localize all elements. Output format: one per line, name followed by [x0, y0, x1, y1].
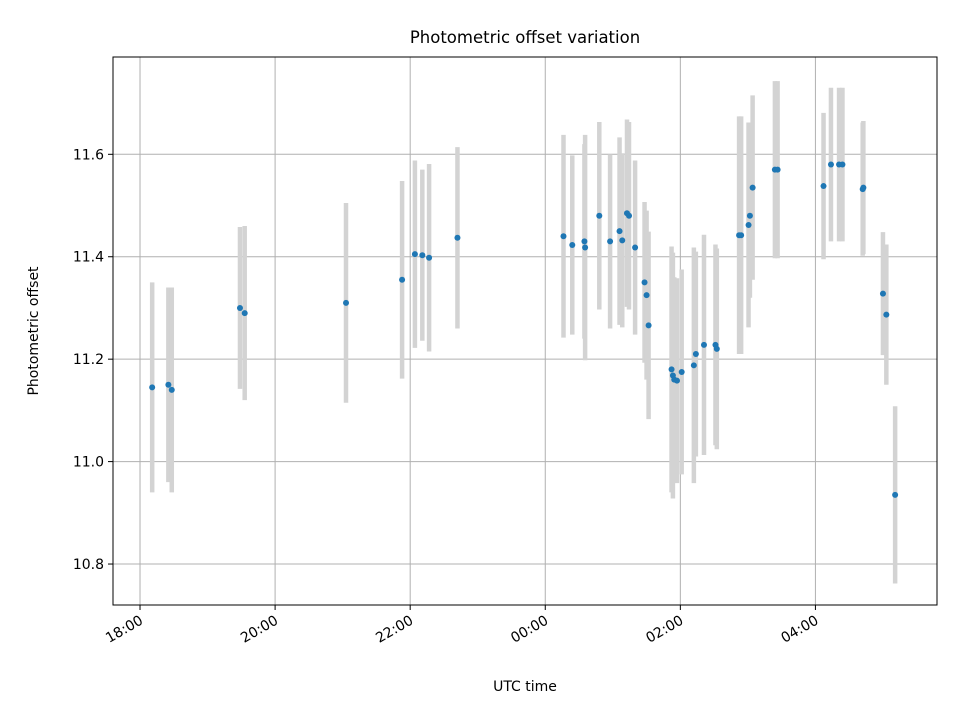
data-point	[820, 183, 827, 190]
data-point	[399, 276, 406, 283]
x-axis-label: UTC time	[493, 679, 557, 695]
y-axis-label: Photometric offset	[26, 266, 42, 396]
data-point	[827, 161, 834, 168]
data-point	[678, 368, 685, 375]
y-tick-label: 10.8	[73, 557, 104, 573]
y-tick-label: 11.2	[73, 352, 104, 368]
data-point	[149, 384, 156, 391]
y-tick-label: 11.4	[73, 250, 104, 266]
data-point	[581, 238, 588, 245]
data-point	[738, 232, 745, 239]
plot-area-frame	[112, 56, 938, 606]
data-point	[619, 237, 626, 244]
data-point	[879, 290, 886, 297]
data-point	[839, 161, 846, 168]
data-point	[690, 362, 697, 369]
data-point	[236, 304, 243, 311]
data-point	[745, 221, 752, 228]
y-axis-ticks: 10.8 11.0 11.2 11.4 11.6	[73, 147, 113, 573]
data-point	[626, 212, 633, 219]
data-point	[241, 310, 248, 317]
data-point	[607, 238, 614, 245]
y-tick-label: 11.0	[73, 455, 104, 471]
data-point	[632, 244, 639, 251]
chart-title: Photometric offset variation	[410, 28, 640, 47]
data-point	[700, 341, 707, 348]
data-point	[892, 491, 899, 498]
data-point	[411, 251, 418, 258]
y-tick-label: 11.6	[73, 147, 104, 163]
data-point	[419, 252, 426, 259]
data-point	[569, 241, 576, 248]
data-points	[149, 161, 899, 498]
data-point	[746, 212, 753, 219]
data-point	[673, 377, 680, 384]
data-point	[668, 366, 675, 373]
data-point	[883, 311, 890, 318]
data-point	[168, 386, 175, 393]
data-point	[713, 345, 720, 352]
data-point	[860, 184, 867, 191]
data-point	[645, 322, 652, 329]
data-point	[560, 233, 567, 240]
data-point	[643, 292, 650, 299]
data-point	[749, 184, 756, 191]
data-point	[426, 254, 433, 261]
data-point	[343, 299, 350, 306]
data-point	[582, 244, 589, 251]
data-point	[596, 212, 603, 219]
data-point	[454, 234, 461, 241]
data-point	[641, 279, 648, 286]
data-point	[165, 381, 172, 388]
data-point	[774, 166, 781, 173]
data-point	[616, 228, 623, 235]
data-point	[692, 351, 699, 358]
